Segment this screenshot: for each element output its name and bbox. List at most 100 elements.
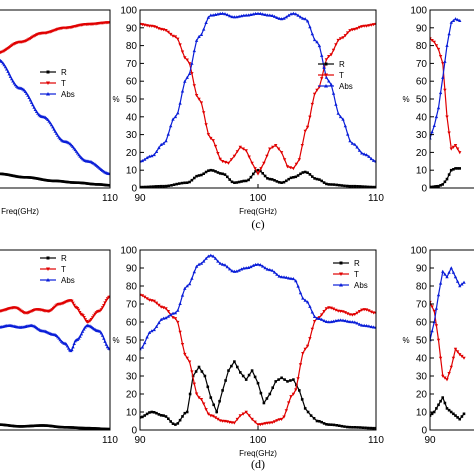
data-point-abs (362, 323, 366, 327)
y-tick-label: 20 (416, 148, 428, 159)
data-point-t (232, 421, 237, 425)
data-point-abs (312, 314, 317, 318)
data-point-t (253, 420, 257, 424)
data-point-abs (161, 316, 166, 320)
data-point-r (268, 392, 272, 396)
data-point-r (143, 185, 147, 188)
data-point-abs (317, 44, 322, 48)
data-point-abs (277, 274, 281, 278)
series-line-t (140, 23, 376, 176)
data-point-r (211, 169, 215, 172)
data-point-r (212, 403, 215, 407)
data-point-abs (317, 316, 322, 320)
data-point-t (157, 27, 161, 31)
data-point-t (443, 376, 447, 380)
data-point-abs (462, 280, 466, 284)
data-point-t (343, 311, 347, 315)
data-point-abs (348, 320, 352, 324)
data-point-abs (173, 311, 178, 315)
data-point-t (303, 129, 307, 133)
data-point-abs (173, 115, 178, 119)
data-point-abs (443, 59, 447, 63)
data-point-abs (74, 149, 79, 153)
data-point-abs (209, 13, 213, 17)
data-point-t (152, 25, 156, 29)
data-point-abs (301, 16, 305, 20)
data-point-t (279, 417, 284, 421)
data-point-abs (51, 125, 55, 129)
data-point-abs (263, 12, 267, 16)
data-point-t (353, 27, 357, 31)
legend-label-abs: Abs (354, 281, 368, 290)
data-point-t (19, 309, 23, 313)
data-point-r (259, 391, 263, 395)
data-point-r (67, 426, 71, 429)
data-point-t (445, 378, 449, 382)
chart-top-left: 110 Freq(GHz) RT Abs (0, 9, 118, 216)
data-point-r (280, 376, 283, 380)
data-point-r (435, 407, 438, 410)
data-point-r (432, 410, 436, 414)
y-tick-label: 100 (120, 246, 137, 257)
data-point-abs (360, 151, 364, 155)
data-point-abs (230, 269, 234, 273)
data-point-r (439, 184, 442, 187)
data-point-r (303, 170, 307, 174)
data-point-t (178, 330, 182, 334)
y-tick-label: 90 (126, 23, 138, 34)
data-point-t (297, 158, 301, 162)
data-point-r (343, 184, 346, 188)
data-point-t (72, 303, 76, 307)
data-point-t (232, 154, 237, 158)
data-point-t (430, 39, 434, 43)
data-point-r (259, 169, 262, 173)
legend: RT Abs (40, 68, 75, 99)
data-point-r (197, 174, 201, 177)
data-point-t (324, 58, 329, 62)
y-tick-label: 0 (131, 426, 137, 437)
plot-frame (0, 9, 111, 189)
legend-marker (324, 73, 328, 77)
data-point-r (306, 171, 309, 174)
data-point-r (308, 173, 312, 176)
x-tick-label: 110 (368, 193, 384, 204)
data-point-r (447, 408, 451, 412)
data-point-t (355, 311, 359, 315)
data-point-t (357, 310, 362, 314)
data-point-abs (445, 275, 449, 279)
data-point-abs (265, 267, 270, 271)
data-point-r (215, 410, 218, 414)
data-point-r (218, 399, 221, 403)
data-point-t (298, 363, 303, 367)
data-point-abs (164, 139, 168, 143)
data-point-t (183, 56, 187, 60)
data-point-r (309, 414, 313, 417)
data-point-r (67, 180, 71, 184)
data-point-abs (176, 111, 180, 115)
data-point-abs (73, 148, 77, 152)
data-point-r (447, 173, 451, 176)
data-point-t (320, 77, 324, 81)
data-point-abs (2, 63, 6, 67)
data-point-abs (432, 123, 436, 127)
x-tick-label: 110 (102, 193, 118, 204)
y-tick-label: 100 (410, 246, 427, 257)
data-point-abs (315, 40, 319, 44)
data-point-abs (79, 332, 84, 336)
data-point-t (100, 306, 105, 310)
data-point-t (250, 417, 254, 421)
data-point-r (338, 424, 341, 427)
data-point-r (181, 415, 184, 418)
data-point-r (298, 389, 301, 392)
y-tick-label: 20 (126, 148, 138, 159)
data-point-abs (187, 282, 192, 286)
data-point-t (173, 317, 178, 321)
data-point-abs (371, 325, 376, 329)
data-point-r (296, 174, 300, 177)
y-tick-label: 30 (416, 372, 428, 383)
data-point-abs (329, 82, 333, 86)
data-point-abs (258, 263, 263, 267)
data-point-abs (32, 105, 36, 109)
data-point-t (285, 165, 290, 169)
data-point-t (78, 311, 82, 315)
